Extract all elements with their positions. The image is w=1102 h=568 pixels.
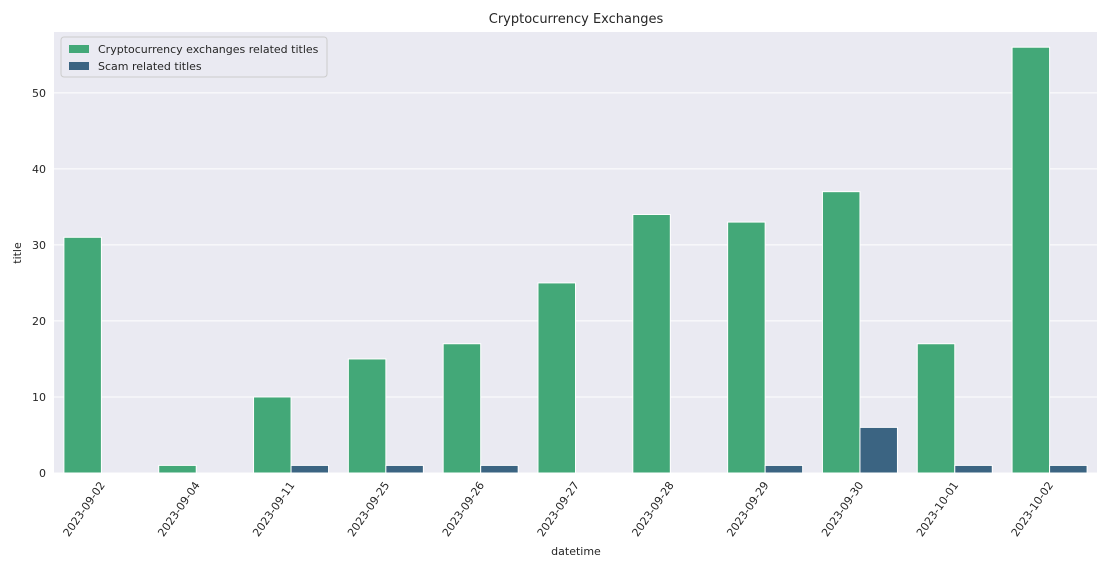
bar-scam (1049, 464, 1088, 474)
bar-exchanges (632, 213, 671, 474)
bar-exchanges (821, 191, 861, 474)
y-tick-label: 10 (32, 391, 46, 404)
x-tick-label: 2023-09-26 (440, 479, 487, 539)
y-tick-label: 40 (32, 163, 46, 176)
bar-scam (859, 426, 898, 474)
x-tick-label: 2023-09-25 (345, 479, 392, 539)
bar-exchanges (63, 236, 102, 474)
legend-swatch (69, 62, 89, 70)
x-tick-label: 2023-10-02 (1009, 479, 1056, 539)
x-axis-ticks: 2023-09-02 2023-09-04 2023-09-11 2023-09-25… (61, 479, 1057, 539)
chart-title: Cryptocurrency Exchanges (489, 12, 664, 27)
x-tick-label: 2023-10-01 (914, 479, 961, 539)
x-tick-label: 2023-09-04 (155, 479, 202, 539)
bar-scam (385, 464, 424, 474)
legend-frame (60, 36, 328, 78)
legend-label: Scam related titles (98, 60, 202, 73)
x-tick-label: 2023-09-29 (724, 479, 771, 539)
x-tick-label: 2023-09-11 (250, 479, 297, 539)
bar-exchanges (537, 282, 576, 474)
y-tick-label: 0 (39, 467, 46, 480)
bar-exchanges (916, 343, 956, 474)
legend-label: Cryptocurrency exchanges related titles (98, 43, 319, 56)
y-tick-label: 20 (32, 315, 46, 328)
y-axis-ticks: 0 10 20 30 40 50 (32, 87, 46, 480)
bar-scam (290, 464, 330, 474)
bar-exchanges (1011, 46, 1051, 474)
bar-exchanges (158, 464, 197, 474)
bar-exchanges (442, 343, 482, 474)
bars (63, 46, 1088, 474)
x-tick-label: 2023-09-02 (61, 479, 108, 539)
y-tick-label: 30 (32, 239, 46, 252)
x-tick-label: 2023-09-27 (535, 479, 582, 539)
legend-swatch (69, 45, 89, 53)
y-tick-label: 50 (32, 87, 46, 100)
bar-exchanges (347, 358, 387, 474)
x-tick-label: 2023-09-30 (819, 479, 866, 539)
legend: Cryptocurrency exchanges related titles S… (60, 36, 328, 78)
bar-scam (764, 464, 804, 474)
x-tick-label: 2023-09-28 (629, 479, 676, 539)
x-axis-label: datetime (551, 545, 601, 558)
bar-exchanges (253, 396, 292, 474)
bar-exchanges (727, 221, 766, 474)
bar-scam (954, 464, 993, 474)
y-axis-label: title (11, 242, 24, 264)
bar-scam (480, 464, 519, 474)
